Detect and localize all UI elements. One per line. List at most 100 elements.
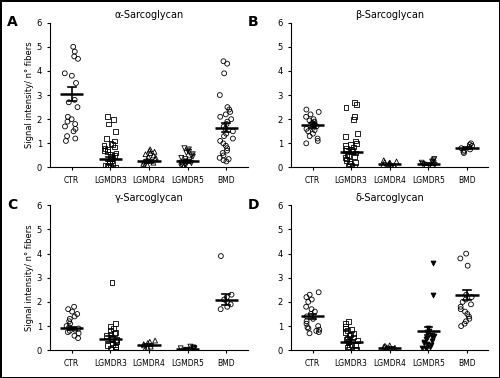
Point (346, 161, 354, 167)
Point (141, 346, 149, 352)
Point (226, 109, 234, 115)
Point (351, 164, 359, 170)
Point (70, 313, 78, 319)
Point (180, 145, 188, 151)
Point (107, 328, 115, 334)
Point (423, 330, 431, 336)
Point (177, 155, 185, 161)
Point (464, 311, 471, 317)
Title: γ-Sarcoglycan: γ-Sarcoglycan (114, 193, 184, 203)
Point (314, 109, 322, 115)
Point (426, 163, 434, 169)
Point (306, 112, 314, 118)
Point (348, 149, 356, 155)
Point (186, 157, 194, 163)
Point (460, 149, 468, 155)
Point (104, 121, 112, 127)
Point (346, 344, 354, 350)
Point (426, 163, 434, 169)
Point (352, 347, 360, 353)
Point (65, 318, 73, 324)
Point (100, 143, 108, 149)
Point (150, 149, 158, 155)
Point (223, 147, 231, 153)
Point (306, 118, 314, 124)
Point (101, 145, 109, 151)
Point (110, 325, 118, 332)
Point (72, 80, 80, 86)
Point (70, 97, 78, 103)
Point (468, 143, 476, 149)
Point (184, 147, 192, 153)
Point (456, 256, 464, 262)
Point (61, 124, 69, 130)
Point (220, 296, 228, 302)
Point (144, 162, 152, 168)
Point (460, 147, 468, 153)
Point (64, 306, 72, 312)
Point (350, 99, 358, 105)
Point (309, 316, 317, 322)
Point (430, 292, 438, 298)
Point (111, 329, 119, 335)
Point (379, 162, 387, 168)
Point (350, 334, 358, 340)
Point (466, 144, 473, 150)
Point (66, 321, 74, 327)
Point (428, 159, 436, 165)
Point (467, 140, 475, 146)
Point (466, 146, 474, 152)
Point (68, 73, 76, 79)
Title: δ-Sarcoglycan: δ-Sarcoglycan (356, 193, 424, 203)
Point (343, 151, 351, 157)
Point (342, 147, 349, 153)
Point (222, 126, 230, 132)
Point (223, 294, 231, 300)
Point (420, 340, 428, 346)
Point (70, 333, 78, 339)
Point (190, 345, 198, 352)
Point (108, 141, 116, 147)
Point (74, 104, 82, 110)
Point (342, 157, 350, 163)
Point (108, 280, 116, 286)
Point (186, 344, 194, 350)
Point (220, 157, 228, 163)
Point (217, 253, 225, 259)
Point (229, 128, 237, 134)
Point (456, 306, 464, 312)
Point (151, 338, 159, 344)
Point (342, 145, 350, 151)
Point (181, 158, 189, 164)
Point (104, 342, 112, 349)
Point (112, 336, 120, 342)
Point (314, 323, 322, 329)
Point (111, 344, 119, 350)
Point (110, 330, 118, 336)
Point (189, 151, 197, 157)
Point (461, 308, 469, 314)
Point (462, 318, 470, 324)
Point (64, 329, 72, 335)
Point (189, 153, 197, 160)
Point (350, 144, 358, 150)
Point (222, 121, 230, 127)
Point (74, 330, 82, 336)
Text: C: C (7, 198, 18, 212)
Point (353, 347, 361, 353)
Point (150, 152, 158, 158)
Point (344, 345, 352, 351)
Point (107, 345, 115, 351)
Point (226, 301, 234, 307)
Point (68, 116, 76, 122)
Point (61, 70, 69, 76)
Point (63, 133, 71, 139)
Point (418, 161, 426, 167)
Point (106, 332, 114, 338)
Point (220, 152, 228, 158)
Point (112, 345, 120, 351)
Point (468, 294, 475, 300)
Point (304, 128, 312, 134)
Point (460, 321, 468, 327)
Point (107, 346, 115, 352)
